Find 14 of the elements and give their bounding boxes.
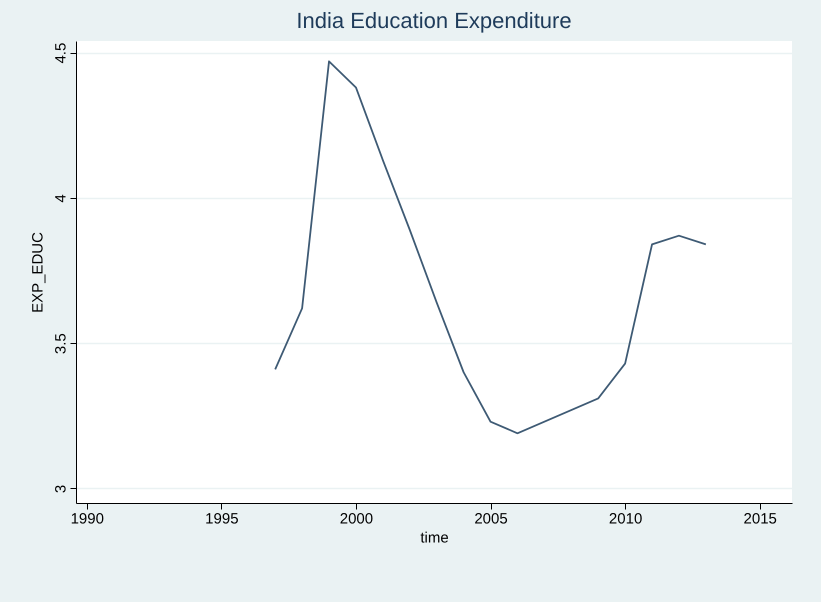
y-tick-label: 3.5 xyxy=(52,333,70,354)
x-tick-label: 1990 xyxy=(70,510,104,528)
x-tick-label: 2000 xyxy=(340,510,374,528)
y-axis-title: EXP_EDUC xyxy=(30,232,46,313)
line-series xyxy=(274,60,707,434)
chart-title: India Education Expenditure xyxy=(296,8,572,33)
x-tick-label: 2010 xyxy=(608,510,642,528)
y-tick-label: 4.5 xyxy=(52,42,70,64)
x-axis-title: time xyxy=(420,530,449,546)
y-tick-label: 3 xyxy=(52,484,70,494)
x-tick-label: 1995 xyxy=(205,510,239,528)
x-tick-label: 2015 xyxy=(744,510,777,528)
y-tick-label: 4 xyxy=(52,194,70,203)
x-tick-label: 2005 xyxy=(474,510,508,528)
